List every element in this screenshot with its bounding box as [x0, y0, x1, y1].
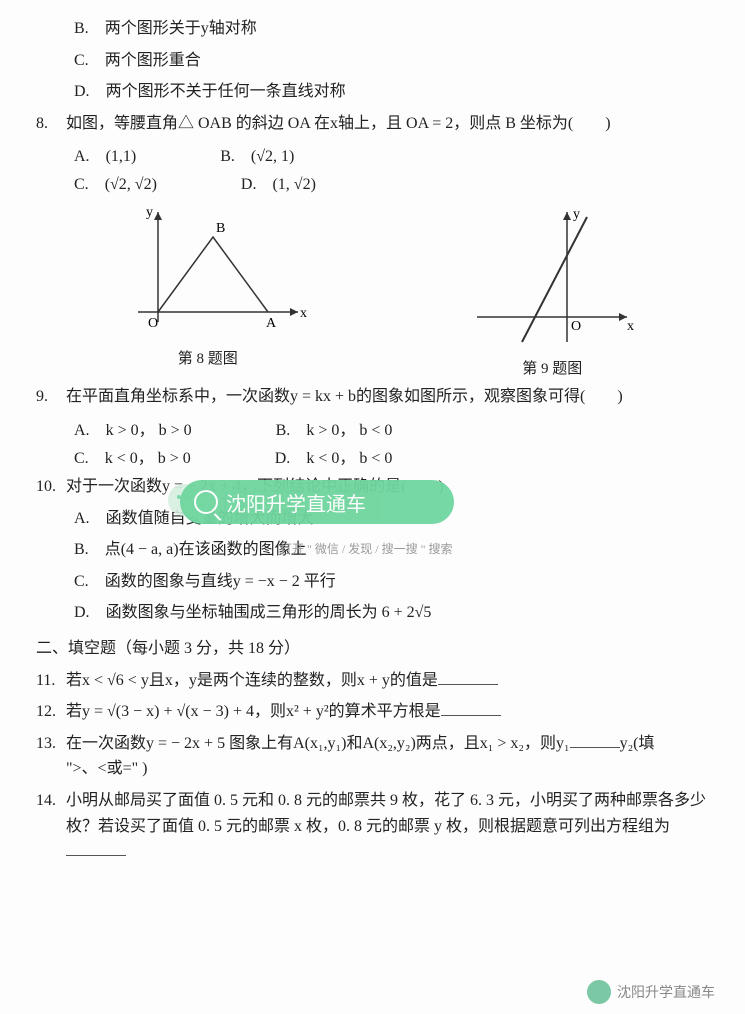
q8-num: 8.: [36, 111, 66, 137]
q8-opts2: C. (√2, √2) D. (1, √2): [28, 170, 717, 194]
footer: 沈阳升学直通车: [587, 980, 715, 1004]
svg-text:O: O: [148, 316, 158, 331]
q14-blank: [66, 839, 126, 856]
opt-B: B. 两个图形关于y轴对称: [28, 16, 717, 42]
svg-text:O: O: [571, 319, 581, 334]
q9-opts2: C. k < 0， b > 0 D. k < 0， b < 0: [28, 444, 717, 468]
fig8-cap: 第 8 题图: [108, 347, 308, 368]
q8-opts1: A. (1,1) B. (√2, 1): [28, 142, 717, 166]
svg-text:x: x: [627, 319, 634, 334]
q10-D: D. 函数图象与坐标轴围成三角形的周长为 6 + 2√5: [28, 600, 717, 626]
q8-text: 如图，等腰直角△ OAB 的斜边 OA 在x轴上，且 OA = 2，则点 B 坐…: [66, 111, 717, 137]
fig9: O x y 第 9 题图: [467, 202, 637, 378]
search-overlay-text: 沈阳升学直通车: [226, 488, 366, 517]
q8: 8. 如图，等腰直角△ OAB 的斜边 OA 在x轴上，且 OA = 2，则点 …: [28, 111, 717, 137]
fig9-cap: 第 9 题图: [467, 357, 637, 378]
search-icon: [194, 490, 218, 514]
section2-title: 二、填空题（每小题 3 分，共 18 分）: [28, 636, 717, 662]
q9-opts1: A. k > 0， b > 0 B. k > 0， b < 0: [28, 416, 717, 440]
svg-text:y: y: [573, 207, 580, 222]
q13: 13. 在一次函数y = − 2x + 5 图象上有A(x₁,y₁)和A(x₂,…: [28, 731, 717, 782]
exam-page: B. 两个图形关于y轴对称 C. 两个图形重合 D. 两个图形不关于任何一条直线…: [0, 0, 745, 1014]
opt-D: D. 两个图形不关于任何一条直线对称: [28, 79, 717, 105]
q12: 12. 若y = √(3 − x) + √(x − 3) + 4，则x² + y…: [28, 699, 717, 725]
search-overlay: 沈阳升学直通车: [180, 480, 454, 524]
q9-text: 在平面直角坐标系中，一次函数y = kx + b的图象如图所示，观察图象可得( …: [66, 384, 717, 410]
q9-num: 9.: [36, 384, 66, 410]
svg-text:y: y: [146, 205, 153, 220]
q11-blank: [438, 668, 498, 685]
q9: 9. 在平面直角坐标系中，一次函数y = kx + b的图象如图所示，观察图象可…: [28, 384, 717, 410]
footer-text: 沈阳升学直通车: [617, 982, 715, 1002]
q10-C: C. 函数的图象与直线y = −x − 2 平行: [28, 569, 717, 595]
q13-blank: [570, 731, 620, 748]
q14: 14. 小明从邮局买了面值 0. 5 元和 0. 8 元的邮票共 9 枚，花了 …: [28, 788, 717, 865]
q12-blank: [441, 699, 501, 716]
footer-avatar-icon: [587, 980, 611, 1004]
svg-text:x: x: [300, 306, 307, 321]
q10-num: 10.: [36, 474, 66, 500]
opt-C: C. 两个图形重合: [28, 48, 717, 74]
fig8: O A B x y 第 8 题图: [108, 202, 308, 378]
svg-text:B: B: [216, 221, 225, 236]
figures-row: O A B x y 第 8 题图 O x y 第 9 题图: [28, 202, 717, 378]
q11: 11. 若x < √6 < y且x，y是两个连续的整数，则x + y的值是: [28, 668, 717, 694]
svg-text:A: A: [266, 316, 277, 331]
watermark-sub: 打开 " 微信 / 发现 / 搜一搜 " 搜索: [280, 540, 452, 557]
